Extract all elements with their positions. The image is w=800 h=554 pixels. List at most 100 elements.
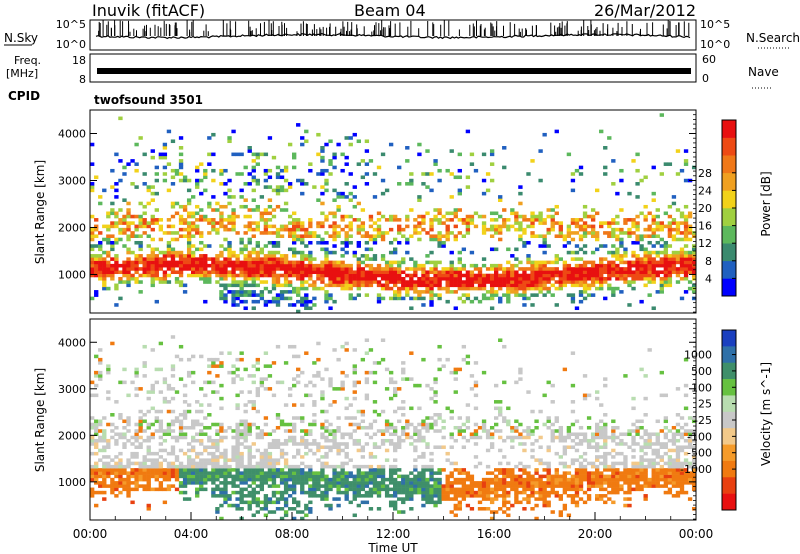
heatmap-cell bbox=[199, 267, 204, 271]
heatmap-cell bbox=[316, 240, 321, 245]
heatmap-cell bbox=[534, 276, 539, 281]
heatmap-cell bbox=[481, 214, 487, 219]
heatmap-cell bbox=[522, 270, 527, 275]
heatmap-cell bbox=[231, 445, 236, 449]
heatmap-cell bbox=[393, 471, 398, 475]
heatmap-cell bbox=[138, 218, 143, 222]
heatmap-cell bbox=[437, 484, 442, 488]
heatmap-cell bbox=[243, 290, 248, 294]
heatmap-cell bbox=[384, 263, 390, 268]
heatmap-cell bbox=[546, 448, 551, 453]
heatmap-cell bbox=[215, 364, 220, 368]
heatmap-cell bbox=[538, 244, 543, 248]
heatmap-cell bbox=[433, 234, 438, 238]
heatmap-cell bbox=[570, 458, 576, 462]
heatmap-cell bbox=[538, 218, 543, 222]
heatmap-cell bbox=[207, 451, 212, 456]
heatmap-cell bbox=[182, 425, 188, 430]
heatmap-cell bbox=[522, 214, 527, 219]
heatmap-cell bbox=[98, 448, 103, 453]
heatmap-cell bbox=[518, 267, 523, 271]
heatmap-cell bbox=[578, 497, 584, 501]
heatmap-cell bbox=[409, 280, 414, 284]
heatmap-cell bbox=[199, 409, 204, 414]
heatmap-cell bbox=[405, 146, 410, 150]
heatmap-cell bbox=[247, 227, 252, 232]
heatmap-cell bbox=[304, 442, 309, 446]
heatmap-cell bbox=[691, 273, 697, 278]
heatmap-cell bbox=[445, 451, 450, 456]
heatmap-cell bbox=[263, 280, 269, 284]
heatmap-cell bbox=[247, 400, 252, 404]
heatmap-cell bbox=[283, 263, 289, 268]
heatmap-cell bbox=[296, 267, 301, 271]
heatmap-cell bbox=[304, 267, 309, 271]
heatmap-cell bbox=[417, 296, 422, 301]
heatmap-cell bbox=[243, 477, 248, 482]
heatmap-cell bbox=[199, 276, 204, 281]
heatmap-cell bbox=[554, 211, 559, 216]
heatmap-cell bbox=[195, 471, 200, 475]
heatmap-cell bbox=[231, 280, 236, 284]
heatmap-cell bbox=[344, 374, 349, 378]
heatmap-cell bbox=[102, 484, 107, 488]
heatmap-cell bbox=[449, 432, 454, 437]
heatmap-cell bbox=[98, 429, 103, 433]
heatmap-cell bbox=[514, 490, 519, 495]
heatmap-cell bbox=[526, 273, 531, 278]
heatmap-cell bbox=[494, 487, 499, 492]
heatmap-cell bbox=[687, 257, 693, 261]
heatmap-cell bbox=[320, 211, 325, 216]
heatmap-cell bbox=[498, 224, 503, 229]
heatmap-cell bbox=[425, 270, 430, 275]
heatmap-cell bbox=[413, 286, 418, 291]
heatmap-cell bbox=[388, 432, 394, 437]
heatmap-cell bbox=[522, 481, 527, 485]
heatmap-cell bbox=[481, 221, 487, 225]
heatmap-cell bbox=[320, 497, 325, 501]
heatmap-cell bbox=[231, 429, 236, 433]
heatmap-cell bbox=[247, 263, 252, 268]
heatmap-cell bbox=[348, 136, 353, 140]
heatmap-cell bbox=[465, 214, 471, 219]
heatmap-cell bbox=[320, 445, 325, 449]
heatmap-cell bbox=[611, 159, 616, 163]
heatmap-cell bbox=[223, 263, 228, 268]
heatmap-cell bbox=[651, 276, 656, 281]
heatmap-cell bbox=[578, 273, 584, 278]
heatmap-cell bbox=[118, 474, 123, 479]
heatmap-cell bbox=[659, 286, 664, 291]
heatmap-cell bbox=[235, 507, 240, 511]
heatmap-cell bbox=[283, 296, 289, 301]
heatmap-cell bbox=[195, 257, 200, 261]
heatmap-cell bbox=[437, 211, 442, 216]
heatmap-cell bbox=[300, 435, 305, 440]
heatmap-cell bbox=[308, 250, 313, 255]
heatmap-cell bbox=[514, 419, 519, 424]
heatmap-cell bbox=[239, 422, 244, 427]
heatmap-cell bbox=[388, 142, 394, 147]
heatmap-cell bbox=[186, 231, 192, 235]
heatmap-cell bbox=[570, 438, 576, 443]
heatmap-cell bbox=[118, 231, 123, 235]
heatmap-cell bbox=[429, 484, 434, 488]
heatmap-cell bbox=[251, 247, 256, 252]
heatmap-cell bbox=[453, 306, 458, 311]
heatmap-cell bbox=[691, 267, 697, 271]
heatmap-cell bbox=[494, 231, 499, 235]
heatmap-cell bbox=[372, 481, 378, 485]
heatmap-cell bbox=[142, 468, 147, 472]
heatmap-cell bbox=[316, 448, 321, 453]
heatmap-cell bbox=[146, 234, 151, 238]
heatmap-cell bbox=[437, 296, 442, 301]
heatmap-cell bbox=[219, 429, 224, 433]
heatmap-cell bbox=[191, 422, 196, 427]
heatmap-cell bbox=[287, 438, 293, 443]
heatmap-cell bbox=[134, 240, 139, 245]
heatmap-cell bbox=[506, 280, 511, 284]
heatmap-cell bbox=[574, 435, 580, 440]
heatmap-cell bbox=[489, 286, 495, 291]
heatmap-cell bbox=[195, 260, 200, 265]
heatmap-cell bbox=[207, 461, 212, 466]
heatmap-cell bbox=[94, 234, 99, 238]
